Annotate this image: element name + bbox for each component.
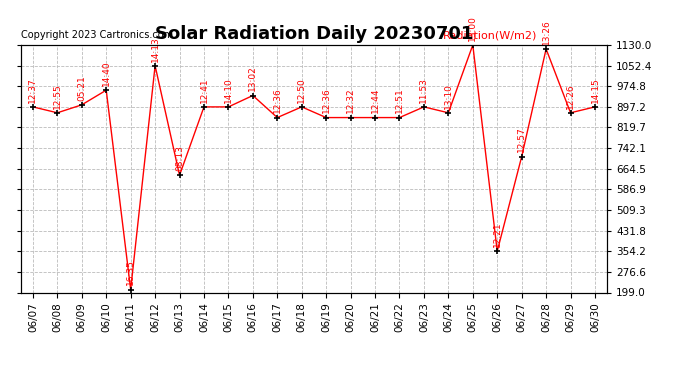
Text: 12:44: 12:44 (371, 88, 380, 113)
Text: 13:26: 13:26 (542, 19, 551, 45)
Text: 13:02: 13:02 (248, 66, 257, 92)
Text: 12:51: 12:51 (395, 88, 404, 113)
Text: 12:32: 12:32 (346, 88, 355, 113)
Text: 13:00: 13:00 (469, 15, 477, 41)
Text: 12:36: 12:36 (273, 88, 282, 113)
Text: 12:26: 12:26 (566, 83, 575, 109)
Text: 12:41: 12:41 (199, 77, 208, 103)
Text: 05:21: 05:21 (77, 75, 86, 100)
Text: 12:50: 12:50 (297, 77, 306, 103)
Text: 14:10: 14:10 (224, 77, 233, 103)
Text: 14:40: 14:40 (101, 60, 110, 86)
Text: 16:35: 16:35 (126, 260, 135, 285)
Text: 12:21: 12:21 (493, 222, 502, 247)
Text: 14:15: 14:15 (591, 77, 600, 103)
Text: 12:55: 12:55 (53, 83, 62, 109)
Text: 12:57: 12:57 (518, 127, 526, 153)
Text: 12:36: 12:36 (322, 88, 331, 113)
Text: 12:37: 12:37 (28, 77, 37, 103)
Text: 08:13: 08:13 (175, 145, 184, 171)
Text: 13:10: 13:10 (444, 83, 453, 109)
Title: Solar Radiation Daily 20230701: Solar Radiation Daily 20230701 (155, 26, 473, 44)
Text: Copyright 2023 Cartronics.com: Copyright 2023 Cartronics.com (21, 30, 172, 40)
Text: 11:53: 11:53 (420, 77, 428, 103)
Text: Radiation(W/m2): Radiation(W/m2) (443, 30, 538, 40)
Text: 14:13: 14:13 (150, 36, 159, 62)
